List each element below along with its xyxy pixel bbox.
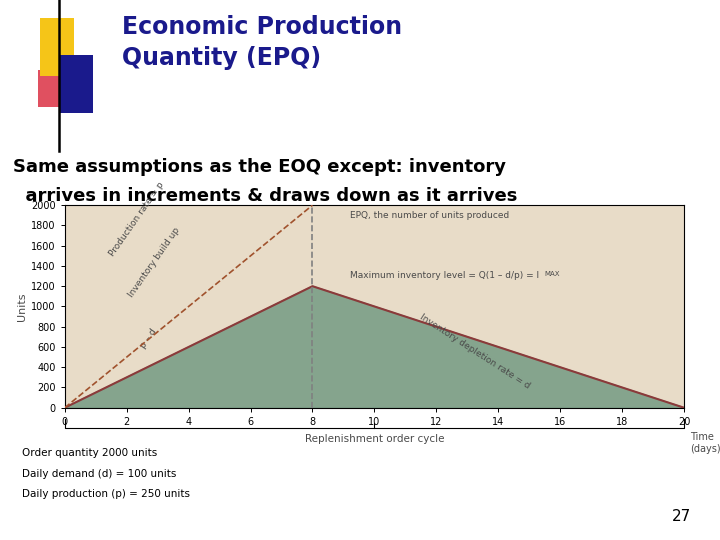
Text: Daily demand (d) = 100 units: Daily demand (d) = 100 units xyxy=(22,469,176,479)
Text: Economic Production
Quantity (EPQ): Economic Production Quantity (EPQ) xyxy=(122,15,402,70)
Text: Inventory build up: Inventory build up xyxy=(126,226,181,299)
Bar xyxy=(58,56,93,113)
Text: EPQ, the number of units produced: EPQ, the number of units produced xyxy=(350,211,509,220)
Text: Replenishment order cycle: Replenishment order cycle xyxy=(305,434,444,444)
Text: p – d: p – d xyxy=(138,327,158,349)
Text: MAX: MAX xyxy=(545,271,560,276)
Text: Time
(days): Time (days) xyxy=(690,432,720,454)
Polygon shape xyxy=(65,286,684,408)
Text: Inventory depletion rate = d: Inventory depletion rate = d xyxy=(418,313,532,391)
Text: Same assumptions as the EOQ except: inventory: Same assumptions as the EOQ except: inve… xyxy=(13,158,506,176)
Text: Daily production (p) = 250 units: Daily production (p) = 250 units xyxy=(22,489,189,500)
Bar xyxy=(38,70,64,107)
Text: arrives in increments & draws down as it arrives: arrives in increments & draws down as it… xyxy=(13,187,518,205)
Y-axis label: Units: Units xyxy=(17,292,27,321)
Bar xyxy=(40,18,74,76)
Text: Maximum inventory level = Q(1 – d/p) = I: Maximum inventory level = Q(1 – d/p) = I xyxy=(350,271,539,280)
Text: Production rate = p: Production rate = p xyxy=(107,181,166,259)
Text: Order quantity 2000 units: Order quantity 2000 units xyxy=(22,448,157,458)
Text: 27: 27 xyxy=(672,509,691,524)
